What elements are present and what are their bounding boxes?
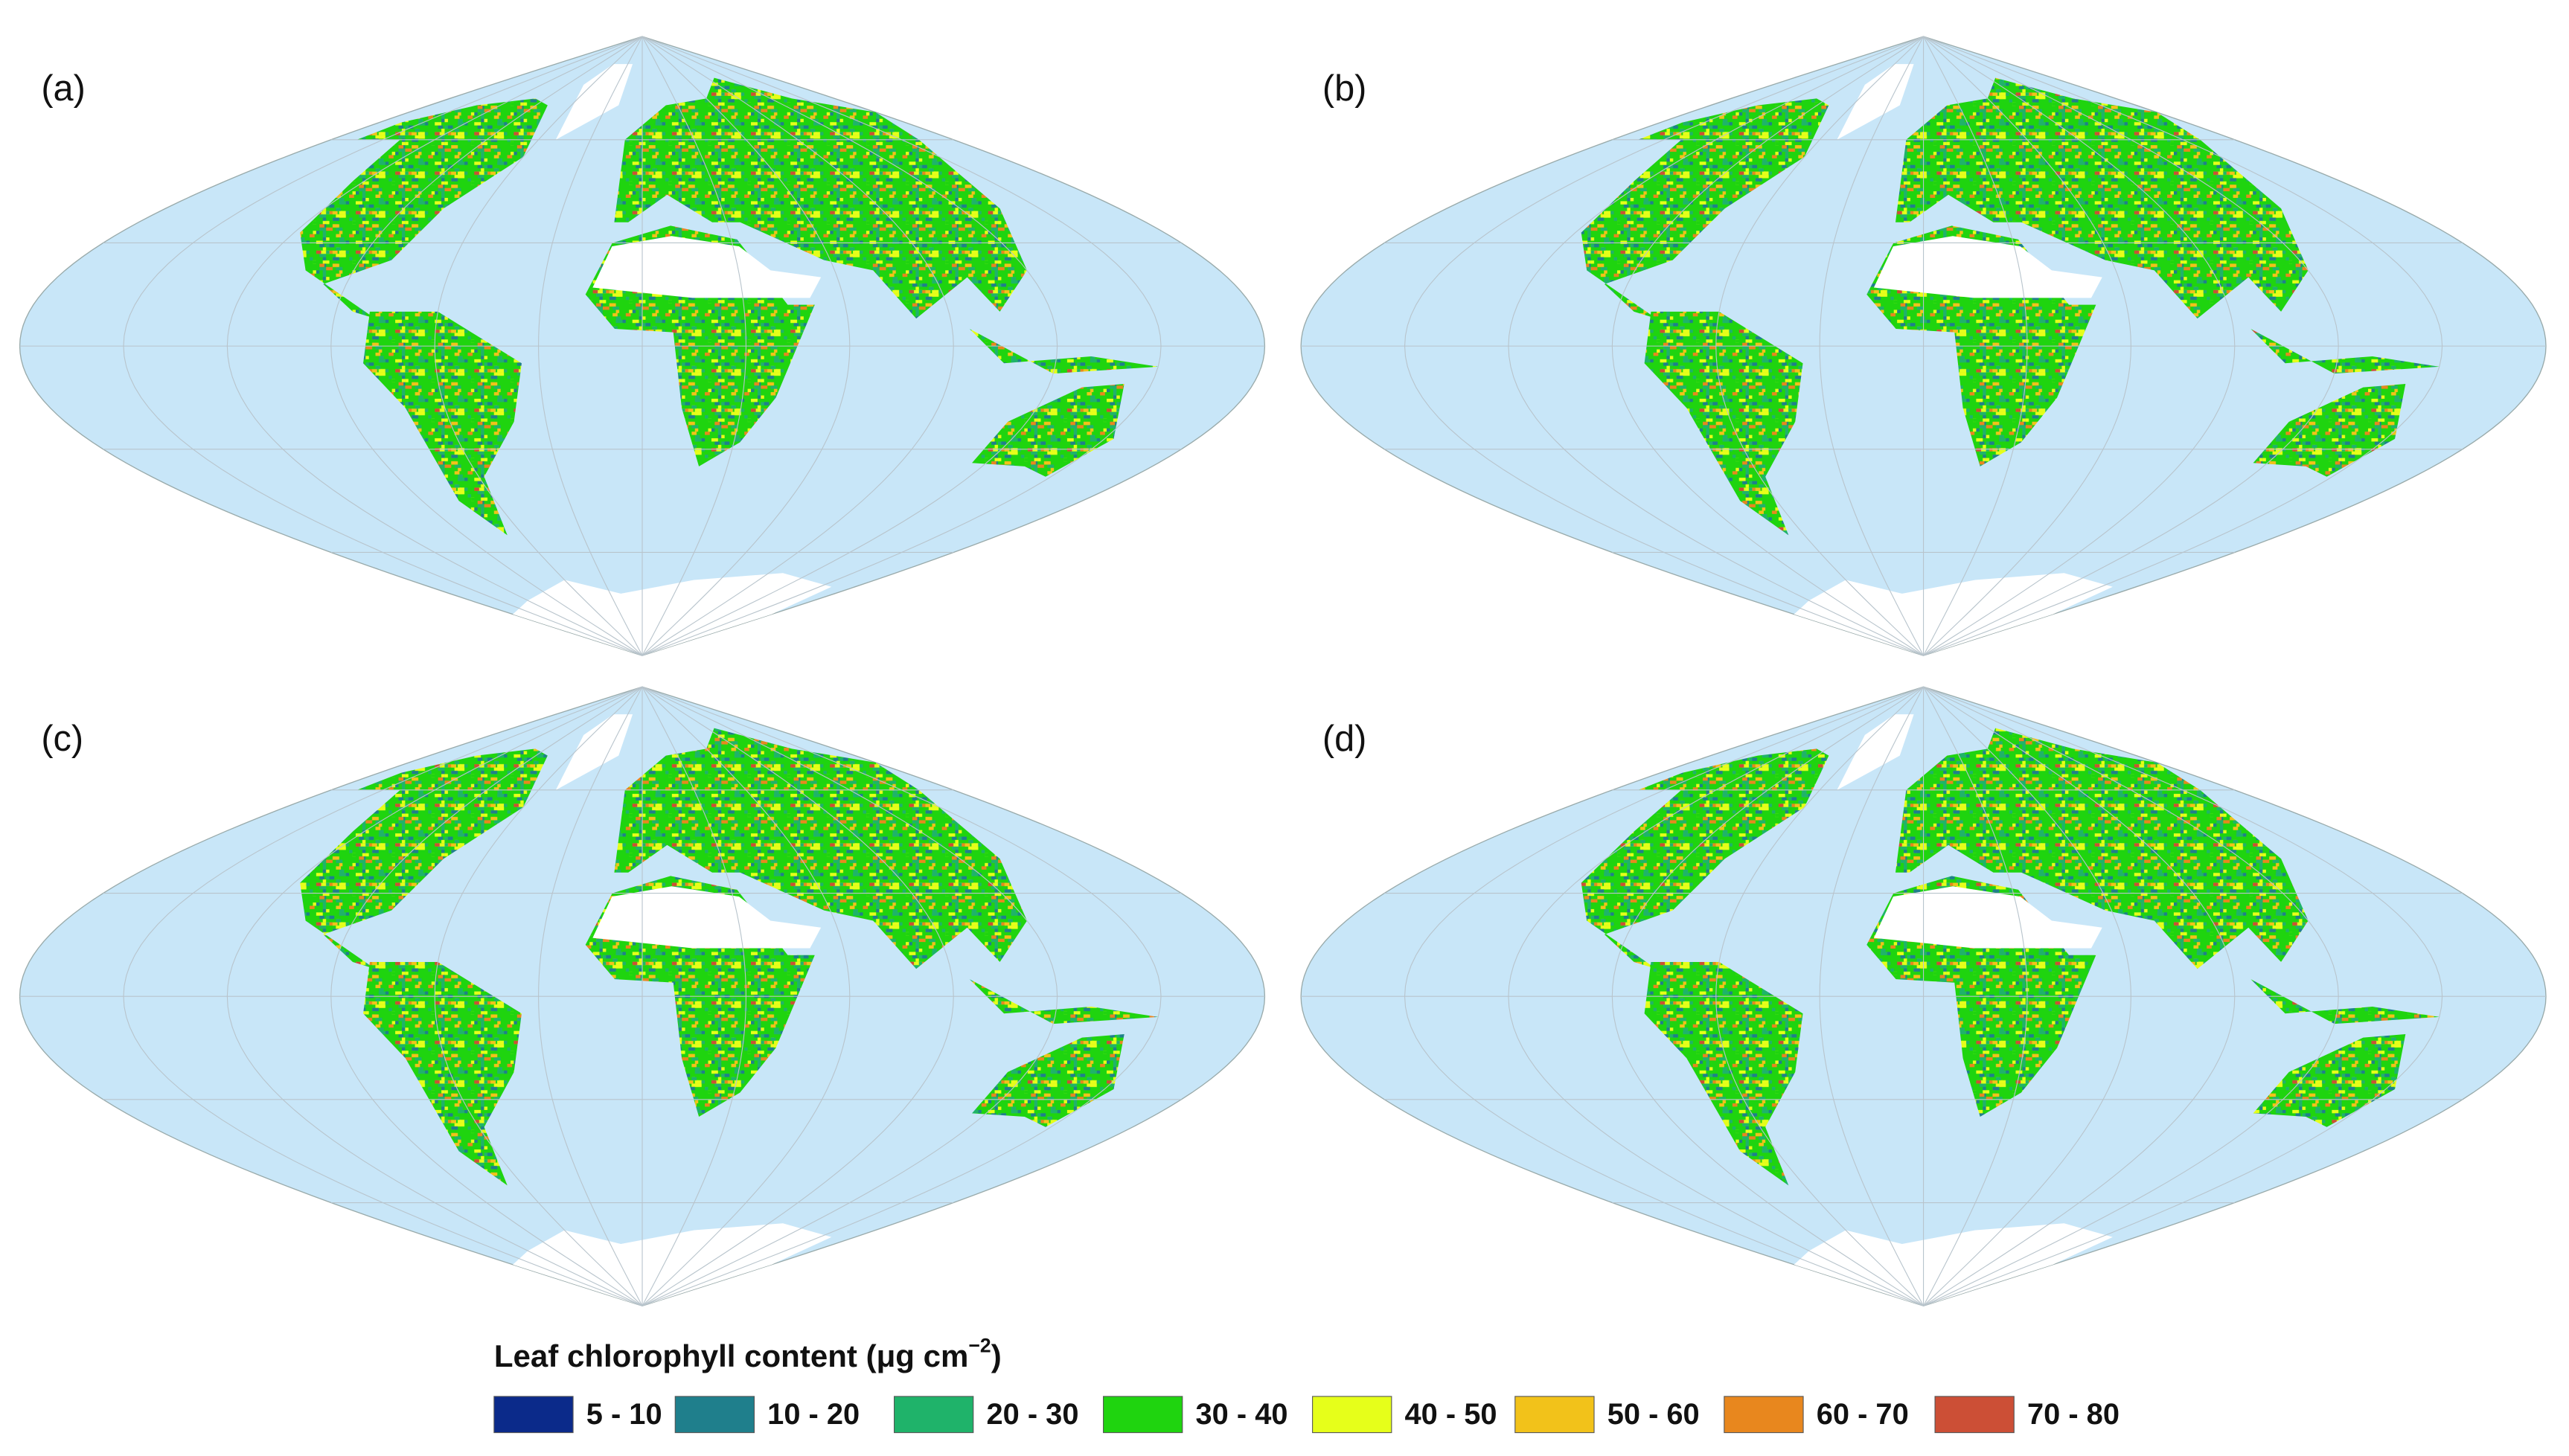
land [1895, 728, 2309, 969]
land [2250, 329, 2440, 374]
land [1581, 98, 1829, 319]
land [1644, 961, 1803, 1186]
no-data [513, 573, 832, 656]
panel-label: (b) [1322, 68, 1366, 109]
no-data [1837, 714, 1914, 790]
legend-swatch [1103, 1396, 1183, 1434]
no-data [1794, 1223, 2113, 1306]
land [300, 748, 548, 969]
land [969, 979, 1159, 1024]
panel-label: (a) [41, 68, 85, 109]
no-data [513, 1223, 832, 1306]
land [363, 961, 522, 1186]
legend-label: 20 - 30 [986, 1398, 1078, 1431]
legend-swatch [1514, 1396, 1595, 1434]
land [1644, 311, 1803, 536]
no-data [555, 64, 633, 140]
land [2250, 979, 2440, 1024]
legend-title-sup: −2 [968, 1335, 991, 1357]
legend: 5 - 10 10 - 20 20 - 30 30 - 40 40 - 50 50 - 6… [493, 1396, 2119, 1434]
no-data [1873, 886, 2102, 949]
no-data [555, 714, 633, 790]
legend-label: 40 - 50 [1405, 1398, 1497, 1431]
no-data [1873, 236, 2102, 298]
legend-label: 30 - 40 [1196, 1398, 1288, 1431]
legend-swatch [894, 1396, 974, 1434]
maps: (a) (b) (c) (d) [19, 36, 2547, 1306]
land [614, 77, 1028, 319]
map-panel: (a) [19, 36, 1266, 656]
legend-title: Leaf chlorophyll content (μg cm−2) [494, 1335, 1002, 1374]
land [1581, 748, 1829, 969]
legend-label: 5 - 10 [586, 1398, 662, 1431]
legend-label: 10 - 20 [767, 1398, 860, 1431]
legend-swatch [1724, 1396, 1804, 1434]
land [300, 98, 548, 319]
land [969, 329, 1159, 374]
legend-swatch [1934, 1396, 2015, 1434]
map-panel: (c) [19, 686, 1266, 1306]
legend-label: 70 - 80 [2027, 1398, 2119, 1431]
no-data [1794, 573, 2113, 656]
map-panel: (d) [1300, 686, 2547, 1306]
legend-swatch [1312, 1396, 1392, 1434]
legend-swatch [493, 1396, 574, 1434]
no-data [592, 236, 822, 298]
panel-label: (d) [1322, 719, 1366, 759]
legend-label: 50 - 60 [1607, 1398, 1700, 1431]
land [1895, 77, 2309, 319]
legend-swatch [674, 1396, 755, 1434]
land [363, 311, 522, 536]
legend-title-text: Leaf chlorophyll content (μg cm [494, 1338, 969, 1373]
map-panel: (b) [1300, 36, 2547, 656]
legend-label: 60 - 70 [1817, 1398, 1909, 1431]
no-data [1837, 64, 1914, 140]
land [614, 728, 1028, 969]
panel-label: (c) [41, 719, 83, 759]
legend-title-suffix: ) [991, 1338, 1002, 1373]
no-data [592, 886, 822, 949]
